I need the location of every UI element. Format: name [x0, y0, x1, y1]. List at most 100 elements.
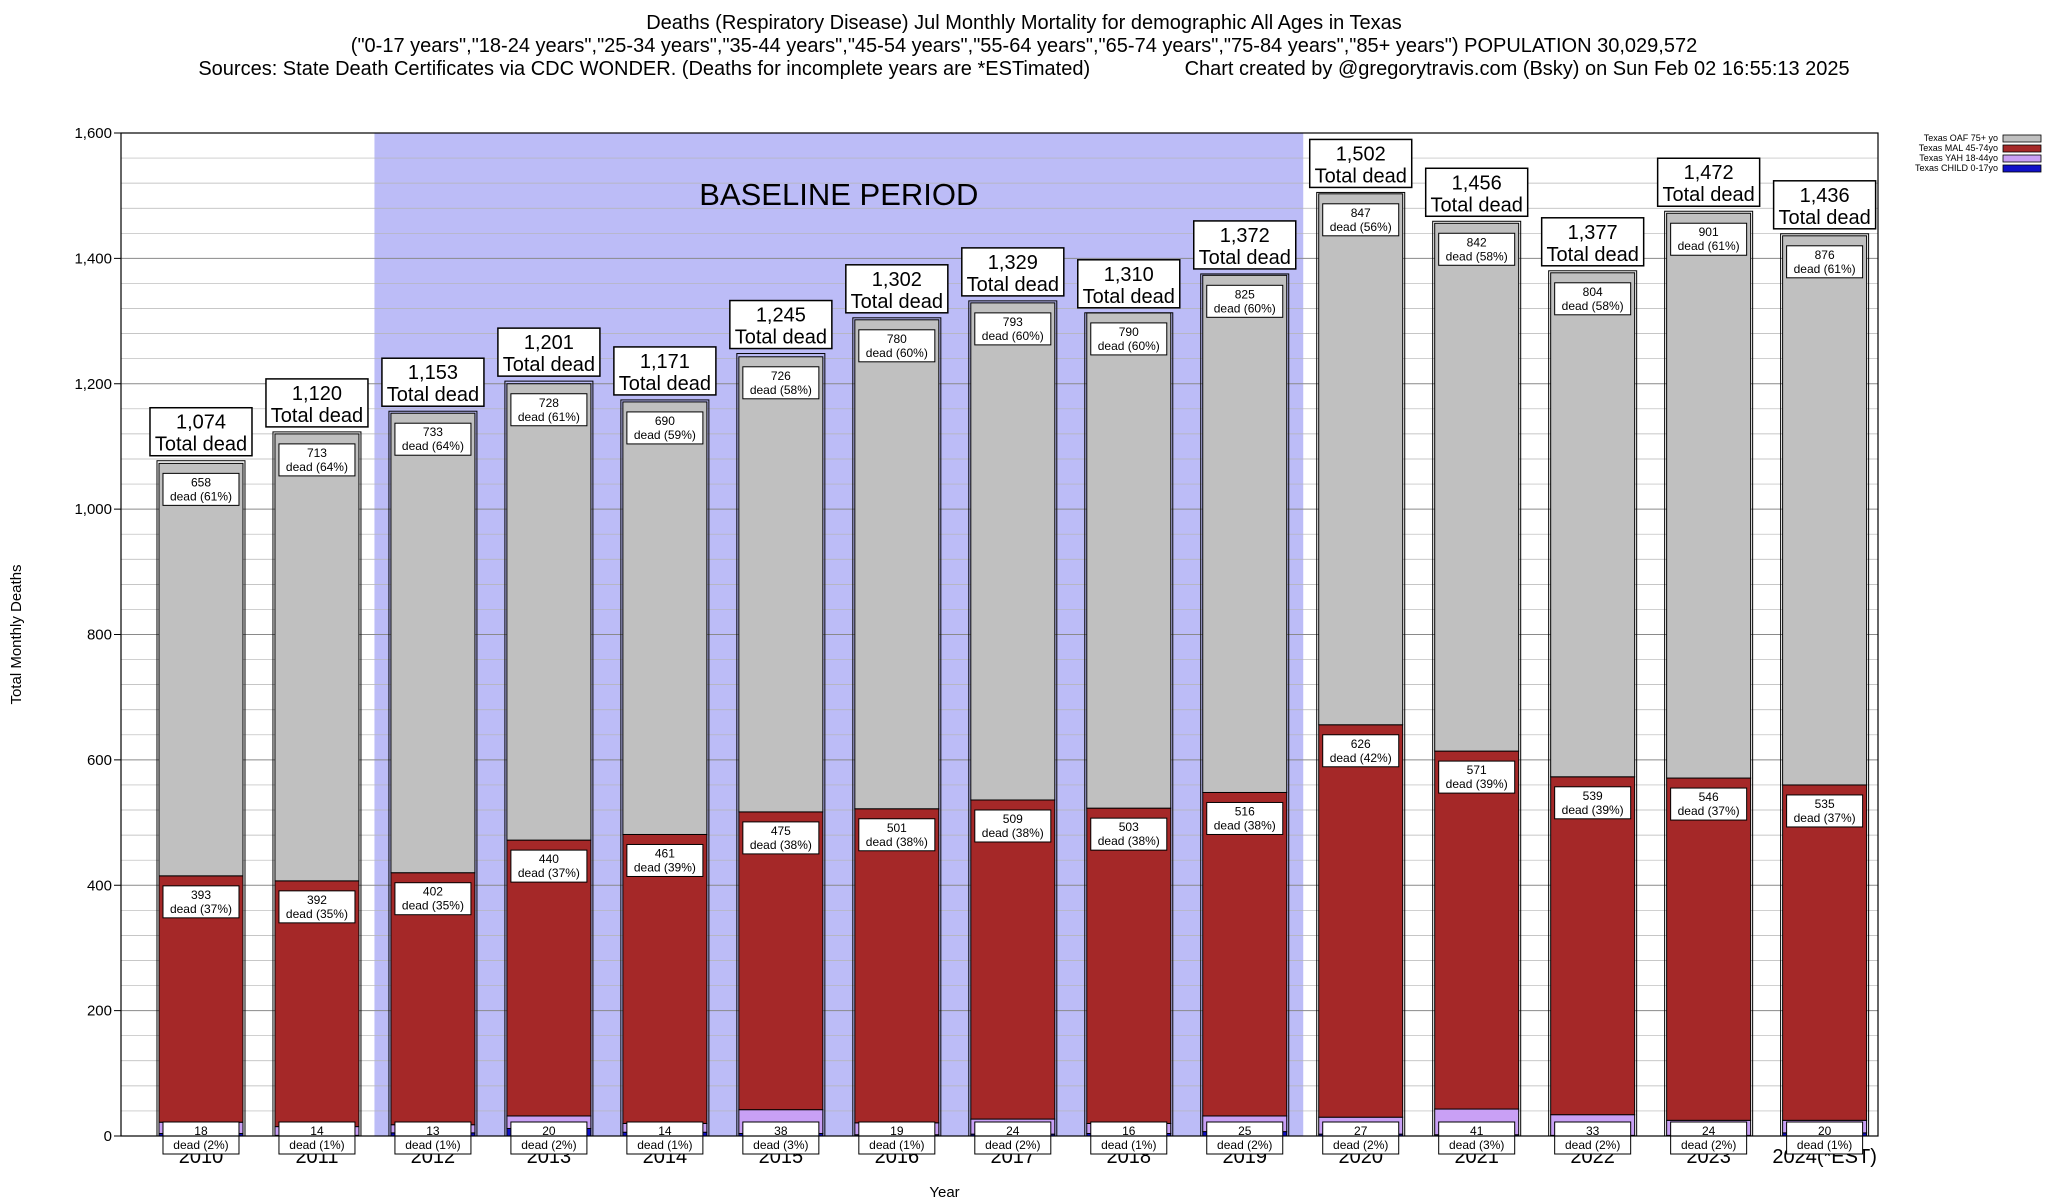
segment-value-oaf: 901 [1699, 225, 1719, 239]
segment-value-oaf: 733 [423, 425, 443, 439]
plot-frame [120, 132, 1879, 1137]
segment-label-box [162, 472, 240, 506]
segment-value-yah: 19 [890, 1124, 904, 1138]
segment-value-mal: 546 [1699, 790, 1719, 804]
segment-value-yah: 25 [1238, 1124, 1252, 1138]
bar-segment [854, 808, 940, 1124]
y-tick-label: 1,200 [74, 376, 112, 393]
segment-pct-yah: dead (3%) [753, 1138, 808, 1152]
segment-pct-oaf: dead (60%) [982, 329, 1044, 343]
segment-pct-yah: dead (1%) [637, 1138, 692, 1152]
segment-pct-oaf: dead (61%) [1794, 262, 1856, 276]
segment-pct-oaf: dead (64%) [402, 439, 464, 453]
total-label-box [1192, 220, 1297, 270]
segment-pct-yah: dead (2%) [1217, 1138, 1272, 1152]
segment-label-box [626, 1121, 704, 1155]
chart-subtitle-age-groups: ("0-17 years","18-24 years","25-34 years… [350, 35, 1698, 57]
segment-label-box [1786, 245, 1864, 279]
segment-pct-oaf: dead (61%) [518, 410, 580, 424]
total-label-box [1308, 138, 1413, 189]
segment-value-mal: 516 [1235, 804, 1255, 818]
segment-value-oaf: 728 [539, 396, 559, 410]
segment-value-yah: 18 [194, 1124, 208, 1138]
total-label-box [1772, 180, 1877, 230]
segment-value-yah: 16 [1122, 1124, 1136, 1138]
total-suffix-label: Total dead [271, 405, 363, 427]
total-value-label: 1,245 [756, 305, 806, 327]
segment-pct-yah: dead (1%) [405, 1138, 460, 1152]
total-value-label: 1,153 [408, 362, 458, 384]
total-value-label: 1,120 [292, 383, 342, 405]
segment-value-mal: 440 [539, 852, 559, 866]
segment-value-oaf: 876 [1815, 248, 1835, 262]
segment-pct-mal: dead (38%) [1098, 834, 1160, 848]
segment-pct-oaf: dead (64%) [286, 460, 348, 474]
segment-pct-mal: dead (38%) [866, 835, 928, 849]
segment-label-box [1206, 284, 1284, 318]
total-suffix-label: Total dead [1199, 247, 1291, 269]
segment-pct-oaf: dead (61%) [1678, 239, 1740, 253]
segment-value-oaf: 847 [1351, 206, 1371, 220]
segment-label-box [1670, 1121, 1748, 1155]
total-label-box [1540, 217, 1645, 267]
segment-value-mal: 475 [771, 824, 791, 838]
total-value-label: 1,472 [1684, 162, 1734, 184]
segment-value-mal: 571 [1467, 763, 1487, 777]
segment-label-box [626, 843, 704, 877]
total-suffix-label: Total dead [1547, 244, 1639, 266]
total-value-label: 1,377 [1568, 222, 1618, 244]
legend-swatch [2002, 154, 2042, 163]
segment-pct-yah: dead (2%) [521, 1138, 576, 1152]
total-suffix-label: Total dead [387, 384, 479, 406]
segment-value-mal: 539 [1583, 789, 1603, 803]
segment-value-yah: 41 [1470, 1124, 1484, 1138]
bar-segment [390, 412, 476, 874]
total-suffix-label: Total dead [1778, 207, 1870, 229]
segment-value-oaf: 804 [1583, 285, 1603, 299]
total-label-box [497, 327, 601, 377]
total-suffix-label: Total dead [503, 354, 595, 376]
bar-segment [738, 811, 824, 1111]
bar-segment [274, 433, 360, 882]
segment-label-box [1322, 734, 1400, 768]
segment-label-box [1554, 282, 1632, 316]
bar-segment [506, 839, 592, 1117]
segment-label-box [858, 818, 936, 852]
segment-pct-yah: dead (2%) [173, 1138, 228, 1152]
total-suffix-label: Total dead [1315, 165, 1407, 187]
segment-pct-oaf: dead (58%) [750, 383, 812, 397]
segment-value-oaf: 780 [887, 332, 907, 346]
segment-label-box [1554, 1121, 1632, 1155]
segment-value-yah: 14 [658, 1124, 672, 1138]
bar-segment [1202, 791, 1288, 1117]
segment-label-box [742, 821, 820, 855]
segment-label-box [510, 849, 588, 883]
segment-value-mal: 535 [1815, 797, 1835, 811]
total-label-box [845, 264, 949, 314]
segment-label-box [626, 411, 704, 445]
segment-value-yah: 24 [1006, 1124, 1020, 1138]
segment-pct-yah: dead (1%) [289, 1138, 344, 1152]
segment-pct-mal: dead (39%) [1446, 777, 1508, 791]
total-suffix-label: Total dead [155, 434, 247, 456]
segment-label-box [1554, 786, 1632, 820]
total-suffix-label: Total dead [967, 274, 1059, 296]
segment-pct-oaf: dead (59%) [634, 428, 696, 442]
segment-label-box [858, 329, 936, 363]
total-suffix-label: Total dead [735, 327, 827, 349]
total-value-label: 1,171 [640, 351, 690, 373]
y-axis-label: Total Monthly Deaths [8, 564, 25, 704]
segment-value-oaf: 825 [1235, 287, 1255, 301]
segment-value-yah: 24 [1702, 1124, 1716, 1138]
segment-label-box [510, 1121, 588, 1155]
segment-pct-yah: dead (2%) [985, 1138, 1040, 1152]
segment-label-box [1090, 1121, 1168, 1155]
y-tick-label: 1,400 [74, 250, 112, 267]
bar-segment [1782, 784, 1868, 1121]
total-value-label: 1,074 [176, 412, 226, 434]
bar-segment [970, 799, 1056, 1120]
segment-label-box [162, 885, 240, 919]
segment-value-oaf: 842 [1467, 235, 1487, 249]
bar-segment [1086, 312, 1172, 809]
bar-segment [1666, 777, 1752, 1121]
